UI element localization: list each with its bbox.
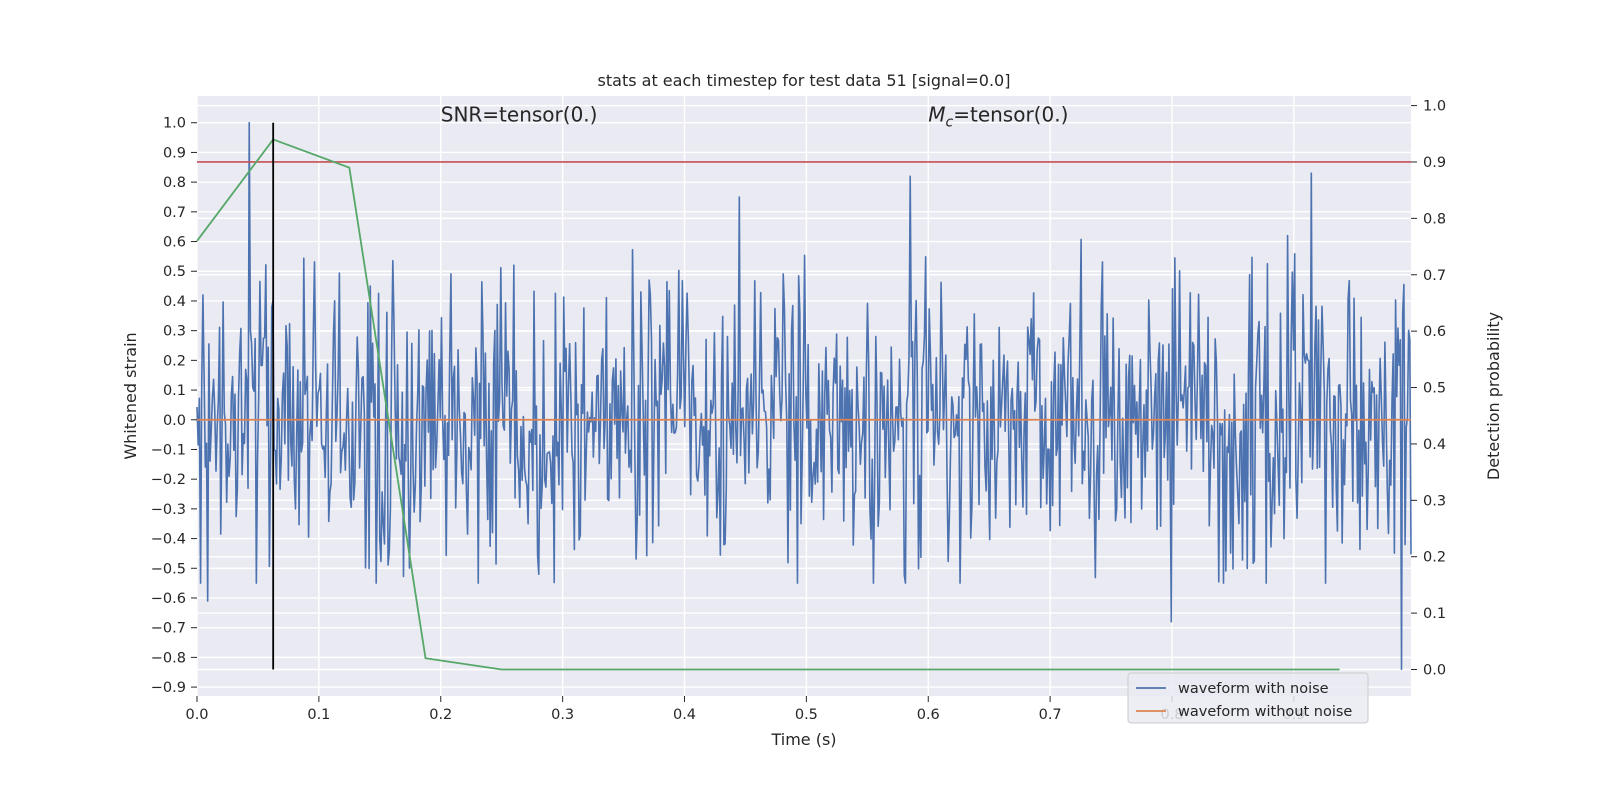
y-tick-label: −0.4 — [151, 532, 186, 548]
mc-subscript: c — [946, 115, 954, 131]
y-tick-label: 0.4 — [163, 294, 186, 310]
y2-tick-label: 0.7 — [1423, 268, 1446, 284]
y-tick-label: −0.3 — [151, 502, 186, 518]
y-tick-label: −0.7 — [151, 621, 186, 637]
y-tick-label: −0.9 — [151, 680, 186, 696]
y-tick-label: 0.1 — [163, 383, 186, 399]
y-tick-label: −0.1 — [151, 442, 186, 458]
x-tick-label: 0.5 — [795, 707, 818, 723]
y2-tick-label: 0.5 — [1423, 381, 1446, 397]
y2-tick-label: 1.0 — [1423, 99, 1446, 115]
y2-tick-label: 0.2 — [1423, 550, 1446, 566]
legend: waveform with noise waveform without noi… — [1127, 672, 1369, 724]
y2-tick-label: 0.6 — [1423, 324, 1446, 340]
y2-tick-label: 0.0 — [1423, 662, 1446, 678]
y-tick-label: 0.5 — [163, 264, 186, 280]
x-tick-label: 0.6 — [917, 707, 940, 723]
chart-title: stats at each timestep for test data 51 … — [598, 71, 1011, 90]
x-tick-label: 0.3 — [551, 707, 574, 723]
y-tick-label: 0.7 — [163, 205, 186, 221]
mc-symbol: M — [928, 103, 945, 127]
y2-tick-label: 0.3 — [1423, 493, 1446, 509]
y-tick-label: 0.3 — [163, 324, 186, 340]
y-tick-label: 0.9 — [163, 145, 186, 161]
x-tick-label: 0.1 — [307, 707, 330, 723]
y-tick-label: −0.2 — [151, 472, 186, 488]
y-tick-label: −0.8 — [151, 650, 186, 666]
y-tick-label: 0.2 — [163, 353, 186, 369]
y2-tick-label: 0.1 — [1423, 606, 1446, 622]
series-waveform-with-noise — [196, 121, 1412, 671]
x-axis-label: Time (s) — [770, 730, 836, 749]
y2-tick-label: 0.8 — [1423, 211, 1446, 227]
y-tick-label: 0.6 — [163, 235, 186, 251]
y-tick-label: 1.0 — [163, 116, 186, 132]
y-tick-label: −0.6 — [151, 591, 186, 607]
y-tick-label: 0.8 — [163, 175, 186, 191]
series-layer — [196, 121, 1412, 671]
snr-annotation: SNR=tensor(0.) — [441, 103, 598, 127]
legend-box — [1127, 672, 1369, 724]
y-axis-label: Whitened strain — [121, 332, 140, 459]
mc-annotation: Mc=tensor(0.) — [928, 103, 1068, 131]
series-detection-probability — [196, 138, 1340, 671]
x-tick-label: 0.0 — [185, 707, 208, 723]
y2-tick-label: 0.9 — [1423, 155, 1446, 171]
y-tick-label: 0.0 — [163, 413, 186, 429]
y2-axis-label: Detection probability — [1484, 312, 1503, 480]
x-tick-label: 0.4 — [673, 707, 696, 723]
x-tick-label: 0.2 — [429, 707, 452, 723]
legend-label-waveform-with-noise: waveform with noise — [1178, 681, 1329, 697]
y-tick-label: −0.5 — [151, 561, 186, 577]
mc-rest: =tensor(0.) — [953, 103, 1068, 127]
y2-tick-label: 0.4 — [1423, 437, 1446, 453]
legend-label-waveform-without-noise: waveform without noise — [1178, 704, 1352, 720]
x-tick-label: 0.7 — [1039, 707, 1062, 723]
